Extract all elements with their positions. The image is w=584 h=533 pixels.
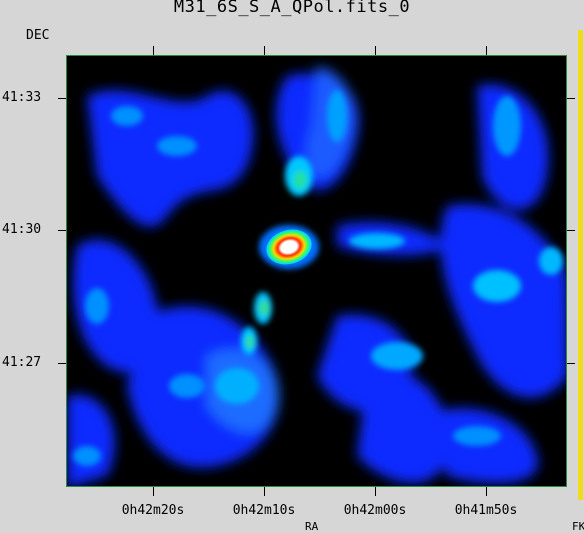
ytick-mark-3 — [58, 363, 66, 364]
radio-intensity-map[interactable] — [67, 56, 567, 487]
ytick-label-2: 41:30 — [2, 222, 41, 237]
ytick-mark-1 — [58, 98, 66, 99]
ytick-label-1: 41:33 — [2, 90, 41, 105]
plot-frame[interactable] — [66, 55, 567, 487]
xtick-mark-bottom-4 — [486, 487, 487, 496]
dec-axis-title: DEC — [26, 28, 49, 43]
ytick-mark-2 — [58, 230, 66, 231]
ytick-mark-right-2 — [567, 230, 575, 231]
xtick-mark-bottom-2 — [264, 487, 265, 496]
ytick-label-3: 41:27 — [2, 355, 41, 370]
xtick-label-4: 0h41m50s — [455, 503, 518, 518]
ra-axis-title: RA — [305, 520, 318, 533]
bright-source[interactable] — [259, 225, 319, 270]
xtick-label-3: 0h42m00s — [344, 503, 407, 518]
xtick-mark-top-1 — [153, 46, 154, 55]
xtick-mark-top-3 — [375, 46, 376, 55]
xtick-mark-top-2 — [264, 46, 265, 55]
ytick-mark-right-1 — [567, 98, 575, 99]
xtick-label-2: 0h42m10s — [233, 503, 296, 518]
colorbar-strip — [578, 30, 583, 500]
xtick-mark-bottom-3 — [375, 487, 376, 496]
xtick-label-1: 0h42m20s — [122, 503, 185, 518]
coordinate-frame-label: FK — [572, 520, 584, 533]
image-title: M31_6S_S_A_QPol.fits_0 — [0, 0, 584, 17]
ytick-mark-right-3 — [567, 363, 575, 364]
xtick-mark-bottom-1 — [153, 487, 154, 496]
xtick-mark-top-4 — [486, 46, 487, 55]
